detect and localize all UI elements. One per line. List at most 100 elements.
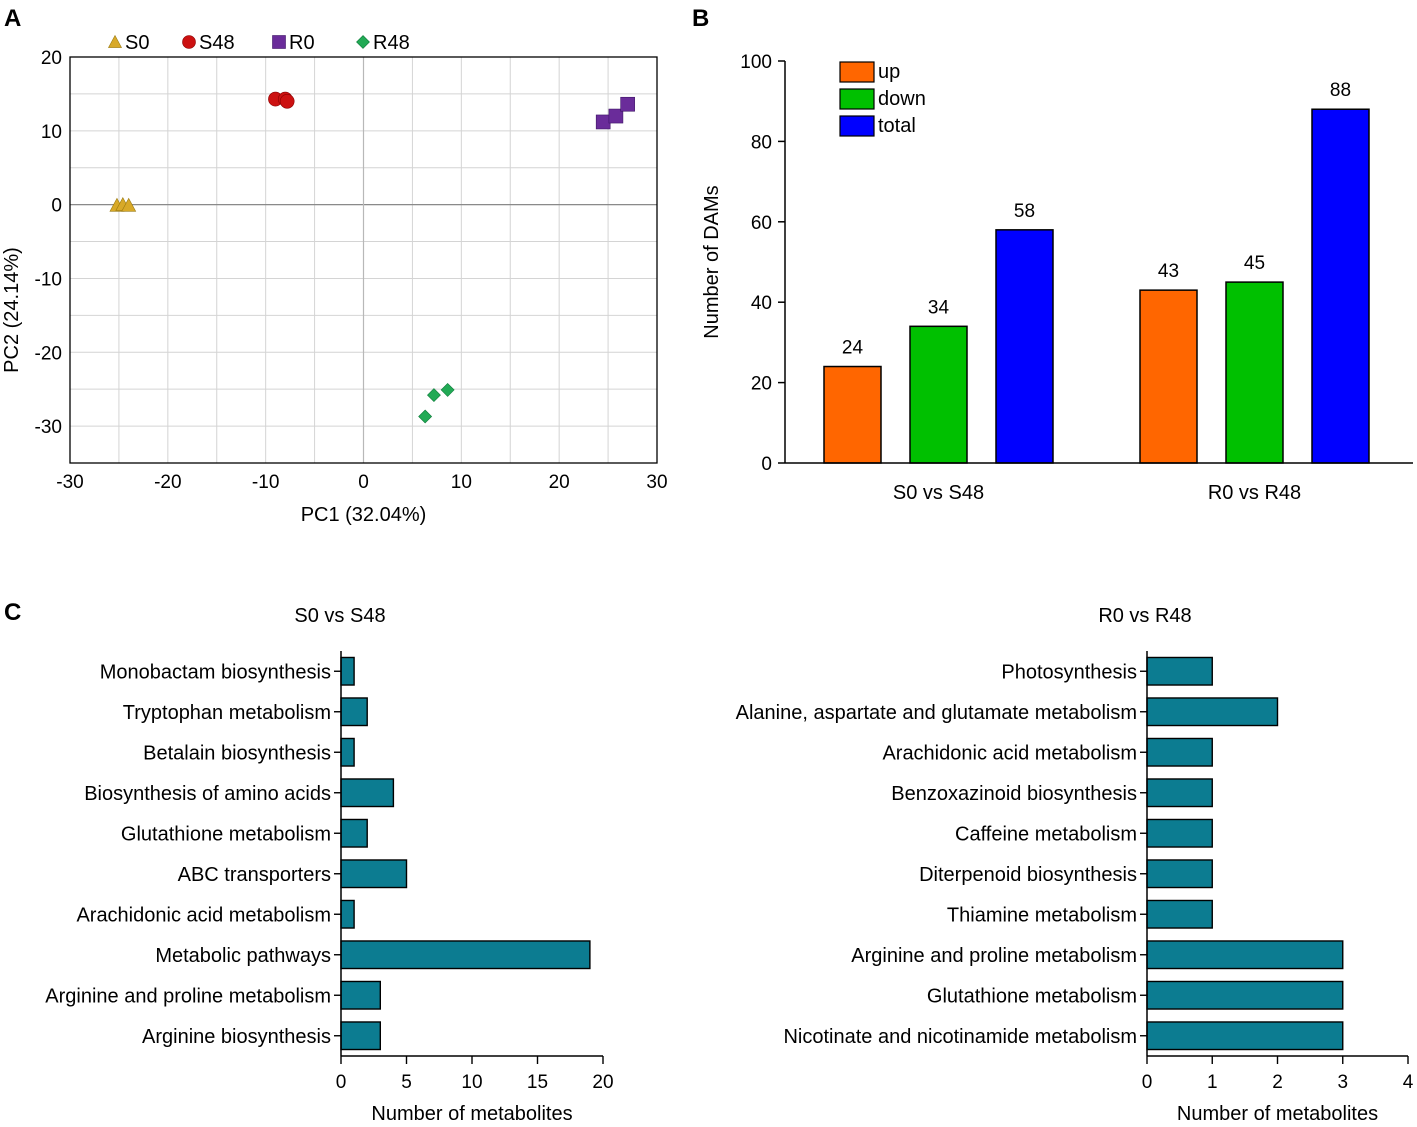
legend-label-up: up bbox=[878, 61, 900, 83]
bar-arginine-biosynthesis bbox=[340, 1021, 381, 1051]
legend-swatch-up bbox=[839, 61, 875, 83]
bar-total-s0-vs-s48 bbox=[995, 229, 1054, 464]
bar-total-r0-vs-r48 bbox=[1311, 108, 1370, 464]
point-r48 bbox=[427, 388, 441, 403]
category-label: Diterpenoid biosynthesis bbox=[919, 864, 1137, 886]
bar-biosynthesis-of-amino-acids bbox=[340, 778, 395, 808]
bar-betalain-biosynthesis bbox=[340, 737, 355, 767]
category-label: Metabolic pathways bbox=[155, 945, 331, 967]
point-r0 bbox=[595, 114, 611, 130]
y-axis-label: PC2 (24.14%) bbox=[1, 247, 23, 373]
bar-arginine-and-proline-metabolism bbox=[1146, 940, 1344, 970]
x-tick-label: 20 bbox=[592, 1072, 613, 1093]
category-label: Betalain biosynthesis bbox=[143, 742, 331, 764]
y-tick-label: 0 bbox=[761, 454, 772, 475]
x-tick-label: 20 bbox=[549, 472, 570, 493]
point-r0 bbox=[620, 96, 635, 112]
bar-down-s0-vs-s48 bbox=[909, 325, 968, 464]
y-tick-label: 10 bbox=[41, 122, 62, 143]
bar-alanine-aspartate-and-glutamate-metabolism bbox=[1146, 697, 1279, 727]
plot-frame bbox=[69, 56, 658, 464]
panel-label-c: C bbox=[4, 599, 21, 626]
category-label: Glutathione metabolism bbox=[121, 823, 331, 845]
bar-arachidonic-acid-metabolism bbox=[340, 899, 355, 929]
y-tick-label: -20 bbox=[35, 343, 62, 364]
x-tick-label: -10 bbox=[252, 472, 279, 493]
category-label: Benzoxazinoid biosynthesis bbox=[891, 783, 1137, 805]
x-tick-label: 0 bbox=[358, 472, 369, 493]
kegg-r0-vs-r48-chart: R0 vs R48 Photosynthesis Alanine, aspartat… bbox=[736, 605, 1414, 1125]
x-tick-label: 15 bbox=[527, 1072, 548, 1093]
x-tick-label: 10 bbox=[461, 1072, 482, 1093]
panel-label-a: A bbox=[4, 5, 21, 32]
bar-arachidonic-acid-metabolism bbox=[1146, 737, 1213, 767]
category-label: Tryptophan metabolism bbox=[123, 702, 331, 724]
x-axis-label: PC1 (32.04%) bbox=[301, 504, 427, 526]
legend-swatch-down bbox=[839, 88, 875, 110]
legend-label-s0: S0 bbox=[125, 32, 149, 54]
legend-label-s48: S48 bbox=[199, 32, 235, 54]
bar-tryptophan-metabolism bbox=[340, 697, 368, 727]
category-label: Monobactam biosynthesis bbox=[100, 661, 331, 683]
y-tick-label: 100 bbox=[740, 52, 772, 73]
x-tick-label: 1 bbox=[1207, 1072, 1218, 1093]
pca-scatter-chart: -30 -20 -10 0 10 20 30 20 10 0 -10 -20 -30 PC1 (32.04… bbox=[1, 32, 668, 526]
category-label: Arachidonic acid metabolism bbox=[76, 904, 331, 926]
y-tick-label: 20 bbox=[41, 48, 62, 69]
x-category-label: R0 vs R48 bbox=[1208, 482, 1301, 504]
y-tick-label: 60 bbox=[751, 213, 772, 234]
legend-swatch-total bbox=[839, 115, 875, 137]
bar-caffeine-metabolism bbox=[1146, 818, 1213, 848]
x-tick-label: 4 bbox=[1403, 1072, 1414, 1093]
bar-metabolic-pathways bbox=[340, 940, 591, 970]
legend-label-total: total bbox=[878, 115, 916, 137]
category-label: Photosynthesis bbox=[1001, 661, 1137, 683]
point-r48 bbox=[440, 382, 455, 397]
x-tick-label: 30 bbox=[646, 472, 667, 493]
category-label: ABC transporters bbox=[178, 864, 331, 886]
chart-title: R0 vs R48 bbox=[1098, 605, 1191, 627]
y-tick-label: 80 bbox=[751, 132, 772, 153]
legend-label-r48: R48 bbox=[373, 32, 410, 54]
x-tick-label: -20 bbox=[154, 472, 181, 493]
y-tick-label: -10 bbox=[35, 269, 62, 290]
category-label: Nicotinate and nicotinamide metabolism bbox=[783, 1026, 1137, 1048]
point-s48 bbox=[279, 93, 295, 109]
x-tick-label: 0 bbox=[336, 1072, 347, 1093]
kegg-s0-vs-s48-chart: S0 vs S48 Monobactam biosynthesis Tryptoph… bbox=[45, 605, 613, 1125]
bar-glutathione-metabolism bbox=[1146, 980, 1344, 1010]
bar-down-r0-vs-r48 bbox=[1225, 281, 1284, 464]
y-tick-label: 20 bbox=[751, 374, 772, 395]
bar-up-s0-vs-s48 bbox=[823, 365, 882, 464]
point-r48 bbox=[418, 409, 433, 424]
y-axis-label: Number of DAMs bbox=[701, 185, 723, 338]
category-label: Arginine biosynthesis bbox=[142, 1026, 331, 1048]
x-tick-label: 3 bbox=[1337, 1072, 1348, 1093]
chart-title: S0 vs S48 bbox=[294, 605, 385, 627]
legend-marker-r0 bbox=[272, 35, 286, 49]
category-label: Glutathione metabolism bbox=[927, 985, 1137, 1007]
bar-nicotinate-and-nicotinamide-metabolism bbox=[1146, 1021, 1344, 1051]
bar-glutathione-metabolism bbox=[340, 818, 368, 848]
category-label: Arginine and proline metabolism bbox=[45, 985, 331, 1007]
bar-monobactam-biosynthesis bbox=[340, 656, 355, 686]
legend-label-down: down bbox=[878, 88, 926, 110]
y-tick-label: 40 bbox=[751, 293, 772, 314]
x-tick-label: -30 bbox=[56, 472, 83, 493]
bar-benzoxazinoid-biosynthesis bbox=[1146, 778, 1213, 808]
bar-value-label: 24 bbox=[842, 338, 864, 359]
x-axis-label: Number of metabolites bbox=[1177, 1103, 1378, 1125]
bar-abc-transporters bbox=[340, 859, 408, 889]
category-label: Arachidonic acid metabolism bbox=[882, 742, 1137, 764]
category-label: Arginine and proline metabolism bbox=[851, 945, 1137, 967]
bar-photosynthesis bbox=[1146, 656, 1213, 686]
category-label: Alanine, aspartate and glutamate metabol… bbox=[736, 702, 1137, 724]
category-label: Thiamine metabolism bbox=[947, 904, 1137, 926]
x-tick-label: 0 bbox=[1142, 1072, 1153, 1093]
category-label: Caffeine metabolism bbox=[955, 823, 1137, 845]
bar-arginine-and-proline-metabolism bbox=[340, 980, 381, 1010]
bar-value-label: 58 bbox=[1014, 201, 1035, 222]
x-tick-label: 2 bbox=[1272, 1072, 1283, 1093]
legend-label-r0: R0 bbox=[289, 32, 315, 54]
